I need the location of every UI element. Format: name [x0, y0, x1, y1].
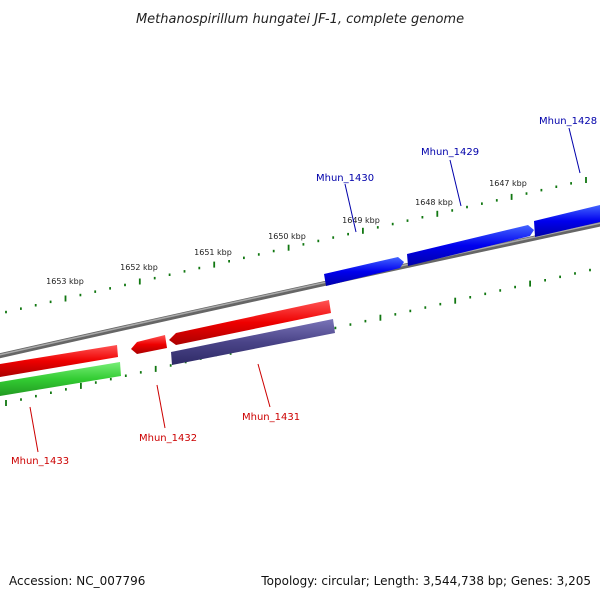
gene-arrow-mhun-1431[interactable]	[169, 300, 331, 345]
gene-label-mhun-1429[interactable]: Mhun_1429	[421, 147, 479, 158]
gene-arrow-mhun-1433[interactable]	[0, 345, 118, 377]
tick-label-1653: 1653 kbp	[46, 277, 84, 286]
gene-label-mhun-1430[interactable]: Mhun_1430	[316, 173, 374, 184]
gene-label-mhun-1432[interactable]: Mhun_1432	[139, 433, 197, 444]
gene-arrow-mhun-1432[interactable]	[131, 335, 167, 354]
gene-track-green	[0, 362, 121, 396]
leader-line-mhun-1433	[29, 406, 39, 453]
map-title: Methanospirillum hungatei JF-1, complete…	[136, 12, 464, 27]
gene-track-purple	[171, 319, 335, 365]
genome-backbone	[0, 221, 600, 359]
tick-label-1652: 1652 kbp	[120, 263, 158, 272]
gene-arrow-mhun-1430[interactable]	[324, 257, 404, 286]
gene-label-mhun-1433[interactable]: Mhun_1433	[11, 456, 69, 467]
tick-ruler-upper	[5, 177, 587, 314]
leader-line-mhun-1429	[449, 159, 462, 207]
tick-label-1651: 1651 kbp	[194, 248, 232, 257]
gene-arrow-mhun-1428[interactable]	[534, 205, 600, 237]
leader-line-mhun-1428	[568, 127, 581, 174]
gene-label-mhun-1428[interactable]: Mhun_1428	[539, 116, 597, 127]
genome-backbone-highlight	[0, 222, 600, 356]
tick-label-1647: 1647 kbp	[489, 179, 527, 188]
tick-label-1649: 1649 kbp	[342, 216, 380, 225]
tick-label-1648: 1648 kbp	[415, 198, 453, 207]
leader-line-mhun-1432	[156, 384, 166, 429]
gene-label-mhun-1431[interactable]: Mhun_1431	[242, 412, 300, 423]
leader-line-mhun-1431	[257, 363, 271, 408]
leader-line-mhun-1430	[344, 183, 357, 233]
tick-label-1650: 1650 kbp	[268, 232, 306, 241]
accession-text: Accession: NC_007796	[9, 574, 146, 588]
genome-summary-text: Topology: circular; Length: 3,544,738 bp…	[261, 574, 591, 588]
gene-arrow-mhun-1429[interactable]	[407, 225, 534, 266]
